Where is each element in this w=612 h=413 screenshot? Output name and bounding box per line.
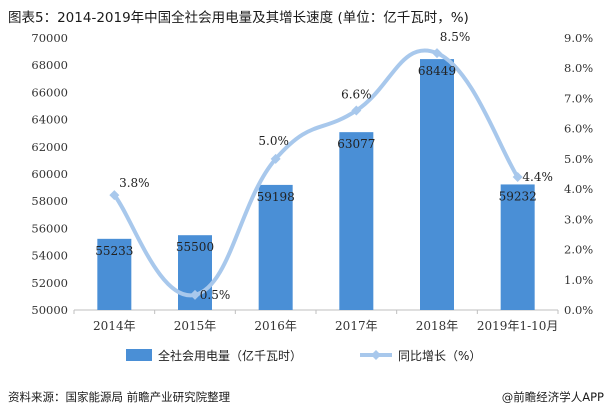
y-right-tick-label: 2.0% [564,243,593,257]
y-left-tick-label: 64000 [31,113,68,127]
growth-point [109,190,120,201]
y-left-tick-label: 56000 [31,221,68,235]
bar-data-label: 55233 [95,244,133,258]
legend-swatch-bar [126,349,152,361]
y-right-tick-label: 4.0% [564,182,593,196]
bar [420,59,454,311]
y-left-tick-label: 52000 [31,276,68,290]
line-data-label: 5.0% [258,134,289,148]
bar [97,238,132,310]
y-right-tick-label: 0.0% [564,303,593,317]
bar-data-label: 59198 [257,190,295,204]
bar-data-label: 63077 [337,137,375,151]
bar [339,132,374,310]
growth-point [351,105,362,116]
x-category-label: 2014年 [93,319,136,333]
y-right-tick-label: 3.0% [564,212,593,226]
line-data-label: 4.4% [522,170,553,184]
x-category-label: 2017年 [335,319,378,333]
line-data-label: 6.6% [341,88,372,102]
legend-label-bar: 全社会用电量（亿千瓦时） [158,348,302,363]
chart-title: 图表5：2014-2019年中国全社会用电量及其增长速度 (单位：亿千瓦时，%) [8,10,469,26]
y-left-tick-label: 54000 [31,249,68,263]
x-category-label: 2015年 [174,319,217,333]
y-left-tick-label: 66000 [31,85,68,99]
y-right-tick-label: 7.0% [564,91,593,105]
y-left-tick-label: 58000 [31,194,68,208]
growth-line [112,48,520,298]
legend-label-line: 同比增长（%） [398,349,481,363]
source-note: 资料来源：国家能源局 前瞻产业研究院整理 [8,390,231,404]
y-right-tick-label: 9.0% [564,31,593,45]
bar-data-label: 68449 [418,64,456,78]
y-left-tick-label: 70000 [31,31,68,45]
y-left-tick-label: 60000 [31,167,68,181]
growth-point [432,48,442,59]
y-left-tick-label: 68000 [31,58,68,72]
x-category-label: 2016年 [254,319,297,333]
y-left-tick-label: 50000 [31,303,68,317]
y-right-tick-label: 6.0% [564,122,593,136]
line-data-label: 3.8% [119,176,150,190]
brand-watermark: @前瞻经济学人APP [501,390,604,404]
bar [258,184,293,310]
growth-point [190,289,200,300]
y-left-tick-label: 62000 [31,140,68,154]
x-category-label: 2019年1-10月 [477,319,559,333]
y-right-tick-label: 8.0% [564,61,593,75]
legend-swatch-marker [371,350,381,360]
y-right-tick-label: 1.0% [564,273,593,287]
line-data-label: 8.5% [440,30,471,44]
y-right-tick-label: 5.0% [564,152,593,166]
bar-data-label: 59232 [499,189,537,203]
bar [500,184,535,310]
growth-point [512,172,523,183]
line-data-label: 0.5% [200,288,231,302]
bar-data-label: 55500 [176,240,214,254]
growth-point [270,153,281,164]
x-category-label: 2018年 [416,319,459,333]
